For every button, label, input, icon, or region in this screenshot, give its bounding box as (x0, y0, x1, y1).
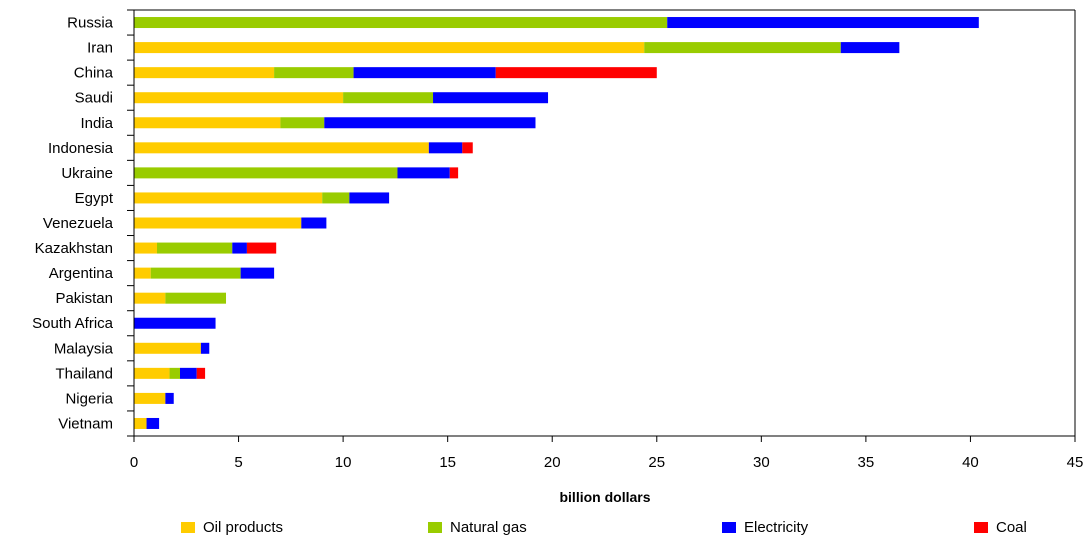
legend-swatch-electricity (722, 522, 736, 533)
category-label-vietnam: Vietnam (58, 415, 113, 432)
x-tick-label-40: 40 (962, 454, 979, 471)
bar-malaysia-oil-products (134, 342, 201, 354)
bar-pakistan-oil-products (134, 292, 166, 304)
bar-argentina-electricity (240, 267, 275, 279)
legend-label-electricity: Electricity (744, 519, 809, 536)
axes-layer (127, 9, 1076, 442)
x-tick-label-25: 25 (648, 454, 665, 471)
x-tick-label-20: 20 (544, 454, 561, 471)
x-tick-label-0: 0 (130, 454, 138, 471)
category-labels: Russia Iran China Saudi India Indonesia Ukrain… (32, 15, 114, 433)
bar-pakistan-natural-gas (165, 292, 227, 304)
category-label-south-africa: South Africa (32, 315, 114, 332)
category-label-ukraine: Ukraine (61, 165, 113, 182)
bar-thailand-oil-products (134, 367, 170, 379)
category-label-saudi: Saudi (75, 90, 113, 107)
x-tick-label-10: 10 (335, 454, 352, 471)
bar-nigeria-electricity (165, 392, 174, 404)
legend-label-oil-products: Oil products (203, 519, 283, 536)
category-label-indonesia: Indonesia (48, 140, 114, 157)
bar-ukraine-natural-gas (134, 167, 398, 179)
x-axis-title: billion dollars (559, 489, 650, 505)
category-label-russia: Russia (67, 15, 114, 32)
bar-china-electricity (353, 67, 496, 79)
x-tick-label-35: 35 (858, 454, 875, 471)
bar-india-natural-gas (280, 117, 325, 129)
legend: Oil products Natural gas Electricity Coal (181, 519, 1027, 536)
legend-label-coal: Coal (996, 519, 1027, 536)
category-label-malaysia: Malaysia (54, 340, 114, 357)
bar-saudi-oil-products (134, 92, 344, 104)
bar-kazakhstan-oil-products (134, 242, 157, 254)
bar-egypt-natural-gas (322, 192, 350, 204)
bar-iran-natural-gas (644, 42, 841, 54)
category-label-china: China (74, 65, 114, 82)
bar-saudi-electricity (433, 92, 549, 104)
bar-egypt-electricity (349, 192, 390, 204)
bar-vietnam-oil-products (134, 417, 147, 429)
bar-china-natural-gas (274, 67, 354, 79)
category-label-nigeria: Nigeria (65, 390, 113, 407)
bars-layer (134, 17, 979, 429)
legend-swatch-oil-products (181, 522, 195, 533)
bar-ukraine-coal (449, 167, 459, 179)
category-label-argentina: Argentina (49, 265, 114, 282)
legend-label-natural-gas: Natural gas (450, 519, 527, 536)
x-tick-labels: 0 5 10 15 20 25 30 35 40 45 (130, 454, 1084, 471)
category-label-kazakhstan: Kazakhstan (35, 240, 113, 257)
bar-kazakhstan-natural-gas (157, 242, 233, 254)
x-tick-label-30: 30 (753, 454, 770, 471)
bar-russia-electricity (667, 17, 979, 29)
bar-kazakhstan-coal (246, 242, 277, 254)
bar-argentina-natural-gas (150, 267, 241, 279)
x-tick-label-5: 5 (234, 454, 242, 471)
x-tick-label-15: 15 (439, 454, 456, 471)
bar-thailand-electricity (180, 367, 197, 379)
category-label-egypt: Egypt (75, 190, 114, 207)
bar-china-oil-products (134, 67, 275, 79)
bar-malaysia-electricity (200, 342, 210, 354)
bar-egypt-oil-products (134, 192, 323, 204)
bar-ukraine-electricity (397, 167, 450, 179)
x-tick-label-45: 45 (1067, 454, 1084, 471)
category-label-india: India (80, 115, 113, 132)
bar-vietnam-electricity (146, 417, 160, 429)
bar-venezuela-oil-products (134, 217, 302, 229)
bar-saudi-natural-gas (343, 92, 434, 104)
legend-swatch-natural-gas (428, 522, 442, 533)
bar-thailand-coal (196, 367, 206, 379)
bar-iran-electricity (840, 42, 900, 54)
bar-indonesia-electricity (428, 142, 463, 154)
legend-swatch-coal (974, 522, 988, 533)
bar-russia-natural-gas (134, 17, 668, 29)
bar-kazakhstan-electricity (232, 242, 247, 254)
bar-thailand-natural-gas (169, 367, 181, 379)
bar-south-africa-electricity (134, 317, 216, 329)
category-label-pakistan: Pakistan (55, 290, 113, 307)
bar-china-coal (495, 67, 657, 79)
bar-india-electricity (324, 117, 536, 129)
bar-nigeria-oil-products (134, 392, 166, 404)
category-label-iran: Iran (87, 40, 113, 57)
bar-indonesia-coal (462, 142, 473, 154)
bar-argentina-oil-products (134, 267, 151, 279)
category-label-venezuela: Venezuela (43, 215, 114, 232)
bar-indonesia-oil-products (134, 142, 429, 154)
bar-venezuela-electricity (301, 217, 327, 229)
category-label-thailand: Thailand (55, 365, 113, 382)
bar-india-oil-products (134, 117, 281, 129)
bar-iran-oil-products (134, 42, 645, 54)
